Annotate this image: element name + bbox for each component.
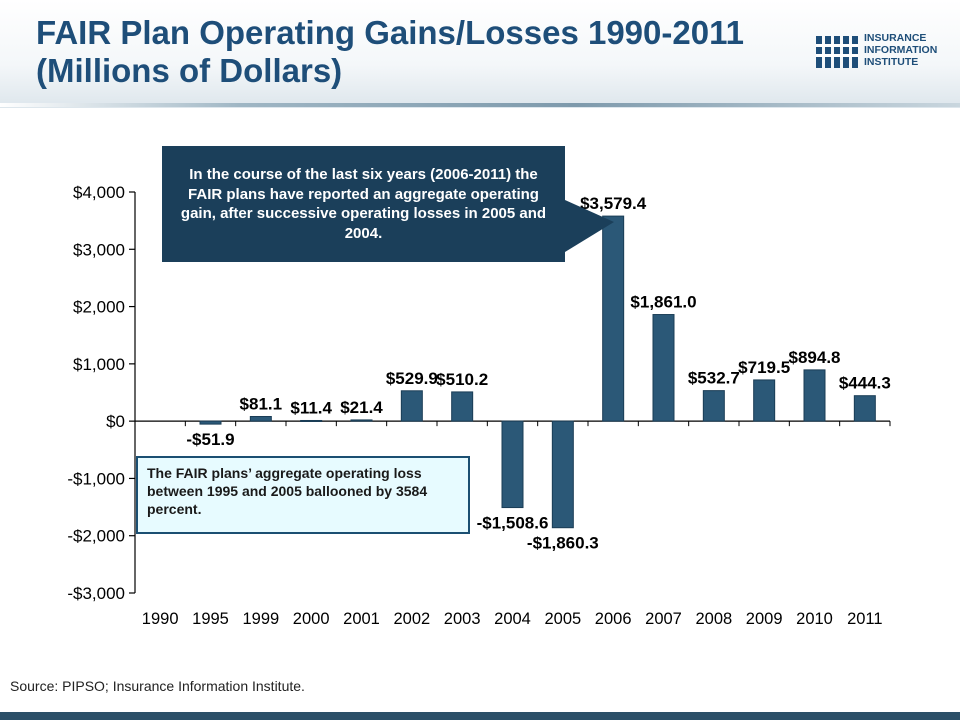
y-tick-label: $0: [106, 412, 125, 431]
bar: [400, 390, 423, 422]
x-tick-label: 2003: [444, 610, 481, 628]
y-tick-label: $3,000: [73, 240, 125, 259]
x-tick-label: 1999: [242, 610, 279, 628]
slide-title: FAIR Plan Operating Gains/Losses 1990-20…: [36, 14, 744, 89]
y-tick-label: -$2,000: [67, 527, 125, 546]
callout-top: In the course of the last six years (200…: [162, 146, 565, 262]
callout-bottom: The FAIR plans’ aggregate operating loss…: [136, 456, 470, 534]
logo-text: INSURANCE INFORMATION INSTITUTE: [864, 32, 937, 68]
header-divider: [0, 103, 960, 107]
header-band: [0, 0, 960, 108]
data-label: $444.3: [839, 374, 891, 393]
data-label: $529.9: [386, 369, 438, 388]
data-label: $894.8: [789, 348, 841, 367]
x-axis-labels: 1990 1995 1999 2000 2001 2002 2003 2004 2005 2006…: [142, 610, 883, 628]
x-tick-label: 2011: [847, 610, 882, 628]
y-tick-label: $2,000: [73, 298, 125, 317]
x-tick-label: 2006: [595, 610, 632, 628]
y-tick-label: $1,000: [73, 355, 125, 374]
x-tick-label: 2001: [343, 610, 380, 628]
logo-line: INFORMATION: [864, 44, 938, 56]
bar: [753, 379, 776, 422]
source-note: Source: PIPSO; Insurance Information Ins…: [10, 678, 305, 694]
y-tick-label: -$3,000: [67, 584, 125, 603]
data-label: $21.4: [340, 398, 383, 417]
x-tick-label: 2009: [746, 610, 783, 628]
data-label: $11.4: [290, 398, 332, 417]
data-label: $510.2: [436, 370, 488, 389]
x-tick-label: 1995: [192, 610, 229, 628]
x-tick-label: 2005: [544, 610, 581, 628]
logo-line: INSURANCE: [864, 32, 927, 44]
x-tick-label: 2007: [645, 610, 682, 628]
footer-bar: [0, 712, 960, 720]
bar: [350, 419, 373, 422]
x-tick-label: 2002: [393, 610, 430, 628]
bar: [551, 420, 574, 529]
iii-logo-icon: [816, 36, 858, 68]
data-label: $81.1: [240, 394, 283, 413]
callout-pointer: [565, 200, 614, 252]
data-label: -$1,508.6: [477, 514, 549, 533]
bar: [702, 390, 725, 422]
bar: [300, 419, 323, 422]
data-labels: -$51.9 $81.1 $11.4 $21.4$529.9$510.2 -$1,508…: [186, 194, 890, 553]
bar: [501, 420, 524, 509]
x-tick-label: 2010: [796, 610, 833, 628]
iii-logo: INSURANCE INFORMATION INSTITUTE: [816, 30, 956, 76]
y-tick-label: $4,000: [73, 183, 125, 202]
x-tick-label: 2004: [494, 610, 531, 628]
logo-line: INSTITUTE: [864, 56, 919, 68]
data-label: $3,579.4: [580, 194, 647, 213]
bar: [451, 391, 474, 422]
bars: [199, 215, 876, 529]
data-label: -$51.9: [186, 430, 234, 449]
bar: [652, 314, 675, 422]
y-tick-label: -$1,000: [67, 469, 125, 488]
bar: [853, 395, 876, 422]
bar: [199, 420, 222, 425]
x-tick-label: 2000: [293, 610, 330, 628]
bar: [803, 369, 826, 422]
data-label: $719.5: [738, 358, 790, 377]
data-label: $532.7: [688, 369, 740, 388]
data-label: -$1,860.3: [527, 534, 599, 553]
y-axis: $4,000 $3,000 $2,000 $1,000 $0 -$1,000 -$2,000…: [67, 183, 891, 603]
bar: [249, 415, 272, 422]
x-tick-label: 1990: [142, 610, 179, 628]
bar: [602, 215, 625, 422]
data-label: $1,861.0: [630, 293, 696, 312]
x-tick-label: 2008: [695, 610, 732, 628]
